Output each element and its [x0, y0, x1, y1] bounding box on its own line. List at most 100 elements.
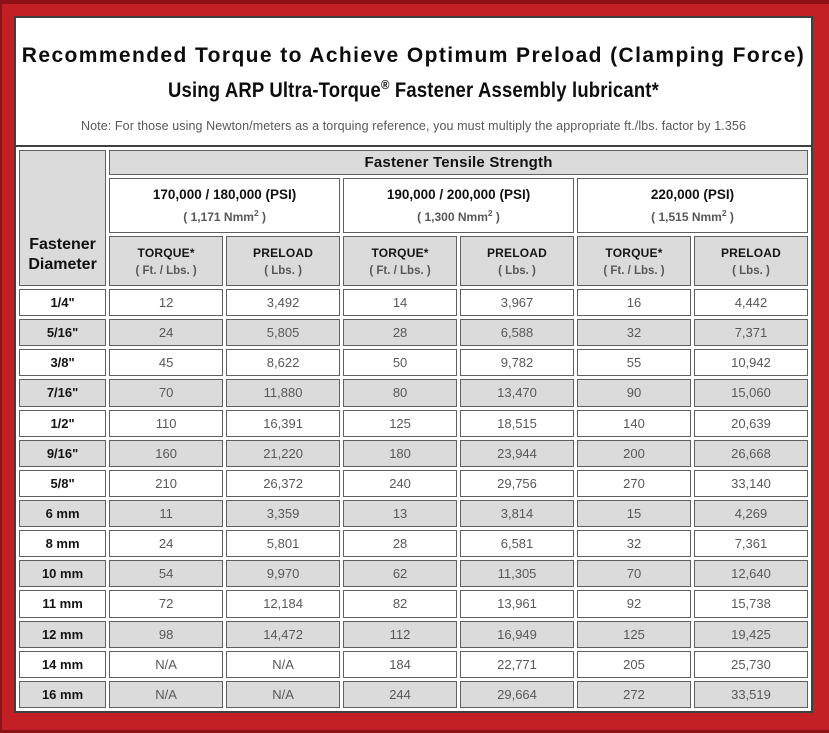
preload-cell: 7,371	[693, 319, 808, 347]
preload-cell: 26,668	[693, 439, 808, 467]
torque-cell: 70	[109, 379, 224, 407]
preload-cell: 9,782	[460, 349, 574, 377]
torque-unit: ( Ft. / Lbs. )	[603, 264, 665, 277]
preload-cell: 3,967	[460, 289, 574, 317]
preload-cell: 14,472	[226, 620, 341, 648]
preload-cell: 33,140	[693, 469, 808, 497]
torque-cell: 14	[343, 289, 458, 317]
nmm-text: ( 1,171 Nmm	[183, 210, 254, 224]
torque-table-wrapper: Fastener Diameter Fastener Tensile Stren…	[16, 145, 811, 711]
nmm-label: ( 1,515 Nmm2 )	[578, 208, 807, 224]
preload-label: PRELOAD	[720, 245, 782, 260]
torque-cell: 28	[343, 319, 458, 347]
table-row: 5/8" 210 26,372 240 29,756 270 33,140	[19, 469, 808, 497]
torque-label: TORQUE*	[137, 245, 195, 260]
torque-cell: 12	[109, 289, 224, 317]
registered-trademark-symbol: ®	[380, 77, 390, 92]
preload-cell: 33,519	[693, 680, 808, 708]
preload-cell: 16,391	[226, 409, 341, 437]
torque-cell: 200	[577, 439, 691, 467]
table-row: 16 mm N/A N/A 244 29,664 272 33,519	[19, 680, 808, 708]
torque-column-header-1: TORQUE* ( Ft. / Lbs. )	[109, 236, 224, 286]
preload-cell: 3,814	[460, 499, 574, 528]
torque-cell: 70	[577, 560, 691, 588]
torque-cell: 55	[577, 349, 691, 377]
table-row: 11 mm 72 12,184 82 13,961 92 15,738	[19, 590, 808, 618]
diameter-cell: 11 mm	[19, 590, 107, 618]
diameter-cell: 5/8"	[19, 469, 107, 497]
diameter-cell: 8 mm	[19, 530, 107, 558]
preload-cell: 26,372	[226, 469, 341, 497]
preload-cell: 9,970	[226, 560, 341, 588]
preload-cell: 15,060	[693, 379, 808, 407]
preload-unit: ( Lbs. )	[732, 264, 770, 277]
psi-label: 170,000 / 180,000 (PSI)	[152, 187, 297, 202]
preload-cell: 6,588	[460, 319, 574, 347]
preload-cell: 13,470	[460, 379, 574, 407]
torque-unit: ( Ft. / Lbs. )	[135, 264, 197, 277]
conversion-note: Note: For those using Newton/meters as a…	[80, 119, 746, 133]
diameter-cell: 6 mm	[19, 499, 107, 528]
fastener-diameter-header-line2: Diameter	[28, 256, 97, 273]
torque-cell: 82	[343, 590, 458, 618]
torque-cell: 45	[109, 349, 224, 377]
preload-cell: 22,771	[460, 650, 574, 678]
torque-cell: 180	[343, 439, 458, 467]
table-row: 1/4" 12 3,492 14 3,967 16 4,442	[19, 289, 808, 317]
nmm-label: ( 1,171 Nmm2 )	[110, 208, 339, 224]
diameter-cell: 5/16"	[19, 319, 107, 347]
page-title-line1: Recommended Torque to Achieve Optimum Pr…	[21, 44, 806, 67]
torque-cell: 244	[343, 680, 458, 708]
preload-cell: 12,184	[226, 590, 341, 618]
torque-cell: 72	[109, 590, 224, 618]
table-row: 6 mm 11 3,359 13 3,814 15 4,269	[19, 499, 808, 528]
table-row: 5/16" 24 5,805 28 6,588 32 7,371	[19, 319, 808, 347]
psi-group-190-200: 190,000 / 200,000 (PSI) ( 1,300 Nmm2 )	[343, 178, 574, 233]
torque-cell: 62	[343, 560, 458, 588]
diameter-cell: 1/4"	[19, 289, 107, 317]
torque-cell: 24	[109, 530, 224, 558]
torque-cell: 32	[577, 530, 691, 558]
preload-cell: N/A	[226, 650, 341, 678]
preload-label: PRELOAD	[253, 245, 314, 260]
preload-cell: 16,949	[460, 620, 574, 648]
preload-cell: N/A	[226, 680, 341, 708]
table-row: 12 mm 98 14,472 112 16,949 125 19,425	[19, 620, 808, 648]
preload-unit: ( Lbs. )	[264, 264, 302, 277]
diameter-cell: 9/16"	[19, 439, 107, 467]
preload-cell: 3,492	[226, 289, 341, 317]
diameter-cell: 16 mm	[19, 680, 107, 708]
nmm-text-end: )	[258, 210, 266, 224]
page-title-line2: Using ARP Ultra-Torque® Fastener Assembl…	[64, 69, 764, 106]
nmm-text-end: )	[492, 210, 500, 224]
preload-unit: ( Lbs. )	[498, 264, 536, 277]
torque-cell: 24	[109, 319, 224, 347]
nmm-superscript: 2	[487, 208, 493, 218]
tensile-strength-header: Fastener Tensile Strength	[109, 150, 808, 175]
preload-cell: 10,942	[693, 349, 808, 377]
torque-label: TORQUE*	[605, 245, 663, 260]
preload-cell: 20,639	[693, 409, 808, 437]
torque-cell: 205	[577, 650, 691, 678]
preload-cell: 3,359	[226, 499, 341, 528]
torque-cell: 125	[577, 620, 691, 648]
torque-cell: 54	[109, 560, 224, 588]
torque-cell: N/A	[109, 650, 224, 678]
diameter-cell: 14 mm	[19, 650, 107, 678]
preload-cell: 21,220	[226, 439, 341, 467]
preload-cell: 15,738	[693, 590, 808, 618]
torque-cell: 50	[343, 349, 458, 377]
preload-cell: 18,515	[460, 409, 574, 437]
preload-cell: 29,664	[460, 680, 574, 708]
nmm-superscript: 2	[721, 208, 727, 218]
torque-cell: 32	[577, 319, 691, 347]
nmm-text: ( 1,515 Nmm	[651, 210, 722, 224]
torque-unit: ( Ft. / Lbs. )	[369, 264, 431, 277]
preload-column-header-1: PRELOAD ( Lbs. )	[226, 236, 341, 286]
torque-cell: 140	[577, 409, 691, 437]
torque-cell: 15	[577, 499, 691, 528]
title-line2-text-end: Fastener Assembly lubricant*	[389, 79, 660, 102]
fastener-diameter-header-line1: Fastener	[29, 236, 96, 253]
title-line2-text: Using ARP Ultra-Torque	[167, 79, 381, 102]
torque-cell: 80	[343, 379, 458, 407]
